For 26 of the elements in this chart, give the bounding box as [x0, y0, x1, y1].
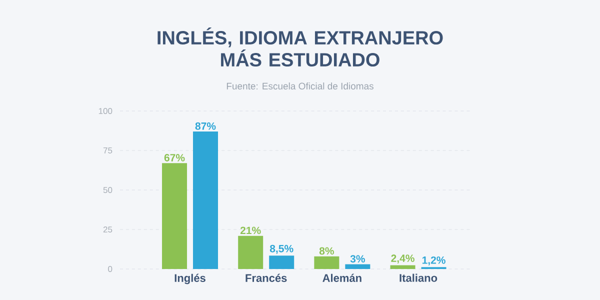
y-tick-label: 0	[108, 266, 112, 272]
x-tick-label: Inglés	[174, 274, 206, 284]
bar	[390, 265, 416, 269]
y-tick-label: 100	[98, 108, 112, 114]
bar	[269, 256, 294, 269]
bar	[238, 236, 264, 269]
data-label: 67%	[164, 154, 185, 162]
y-tick-label: 50	[103, 186, 112, 194]
x-tick-label: Francés	[246, 274, 287, 282]
bar	[193, 132, 218, 269]
bar	[314, 256, 340, 269]
y-tick-label: 75	[103, 148, 112, 154]
data-label: 8%	[319, 247, 334, 255]
bar	[345, 264, 370, 269]
data-label: 87%	[195, 122, 216, 130]
bar	[162, 163, 187, 269]
chart-subtitle: Fuente: Escuela Oficial de Idiomas	[226, 82, 374, 90]
data-label: 8,5%	[270, 244, 294, 254]
x-tick-label: Alemán	[322, 274, 362, 282]
data-label: 2,4%	[391, 254, 414, 264]
data-label: 21%	[240, 226, 261, 234]
data-label: 1,2%	[422, 256, 446, 266]
x-tick-label: Italiano	[400, 274, 438, 282]
data-label: 3%	[350, 255, 365, 263]
chart-title: INGLÉS, IDIOMA EXTRANJERO MÁS ESTUDIADO	[158, 27, 443, 67]
y-tick-label: 25	[103, 226, 112, 233]
